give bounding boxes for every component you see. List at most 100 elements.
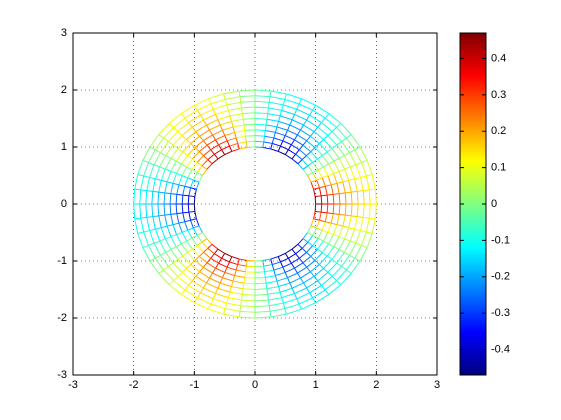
mesh-edge — [207, 243, 213, 249]
mesh-edge — [295, 247, 303, 255]
y-tick-label: -1 — [57, 255, 67, 267]
mesh-edge — [228, 297, 242, 301]
mesh-edge — [314, 260, 320, 265]
mesh-edge — [254, 100, 270, 103]
mesh-edge — [190, 218, 197, 221]
mesh-edge — [326, 151, 335, 162]
mesh-edge — [284, 149, 289, 155]
mesh-edge — [149, 146, 156, 151]
mesh-edge — [262, 141, 265, 148]
mesh-edge — [274, 126, 278, 133]
mesh-edge — [346, 257, 356, 271]
mesh-edge — [193, 105, 198, 111]
mesh-edge — [142, 247, 151, 262]
mesh-edge — [238, 90, 241, 97]
mesh-edge — [366, 231, 373, 234]
mesh-edge — [168, 262, 174, 267]
mesh-edge — [232, 126, 236, 133]
mesh-edge — [289, 124, 301, 131]
mesh-edge — [307, 161, 314, 167]
mesh-edge — [241, 107, 243, 114]
mesh-edge — [192, 158, 198, 163]
mesh-edge — [153, 243, 161, 256]
mesh-edge — [181, 155, 189, 165]
mesh-edge — [346, 137, 356, 151]
mesh-edge — [336, 262, 342, 267]
mesh-edge — [239, 95, 256, 98]
mesh-edge — [264, 269, 274, 273]
mesh-edge — [309, 284, 322, 294]
mesh-edge — [291, 248, 297, 255]
mesh-edge — [188, 187, 192, 196]
mesh-edge — [218, 262, 228, 268]
mesh-edge — [159, 166, 166, 170]
mesh-edge — [266, 288, 269, 295]
mesh-edge — [341, 255, 350, 267]
mesh-edge — [206, 277, 210, 284]
mesh-edge — [201, 159, 209, 167]
mesh-edge — [239, 89, 256, 92]
mesh-edge — [328, 160, 335, 165]
mesh-edge — [164, 181, 168, 193]
mesh-edge — [310, 225, 317, 229]
mesh-edge — [264, 130, 266, 137]
mesh-edge — [186, 166, 193, 171]
mesh-edge — [203, 119, 207, 126]
mesh-edge — [325, 221, 332, 224]
mesh-edge — [309, 114, 322, 124]
mesh-edge — [307, 175, 312, 183]
mesh-edge — [193, 196, 196, 205]
mesh-edge — [302, 238, 309, 243]
mesh-edge — [206, 238, 213, 245]
mesh-edge — [268, 305, 271, 312]
mesh-edge — [254, 310, 271, 313]
mesh-edge — [217, 115, 231, 121]
mesh-edge — [175, 246, 184, 257]
mesh-edge — [188, 284, 201, 294]
mesh-edge — [254, 293, 268, 296]
mesh-edge — [271, 264, 275, 271]
mesh-edge — [242, 293, 256, 296]
mesh-edge — [184, 219, 191, 223]
mesh-edge — [187, 229, 193, 239]
mesh-edge — [170, 249, 179, 260]
mesh-edge — [237, 264, 247, 267]
mesh-edge — [175, 160, 182, 165]
mesh-edge — [229, 115, 232, 122]
mesh-edge — [172, 222, 179, 226]
mesh-edge — [181, 203, 184, 213]
mesh-edge — [331, 266, 342, 277]
mesh-edge — [331, 182, 338, 186]
mesh-edge — [243, 123, 256, 126]
mesh-edge — [350, 134, 361, 148]
mesh-edge — [133, 189, 136, 205]
mesh-edge — [176, 213, 180, 224]
mesh-edge — [297, 159, 303, 165]
mesh-edge — [154, 257, 164, 271]
mesh-edge — [182, 194, 189, 197]
mesh-edge — [277, 256, 281, 263]
mesh-edge — [281, 293, 295, 299]
mesh-edge — [314, 143, 320, 148]
mesh-edge — [232, 280, 245, 284]
mesh-edge — [359, 217, 364, 231]
mesh-edge — [284, 98, 300, 105]
mesh-edge — [186, 240, 193, 250]
mesh-edge — [245, 271, 256, 273]
mesh-edge — [170, 148, 179, 159]
mesh-edge — [241, 113, 244, 120]
colorbar-tick-label: -0.1 — [491, 234, 510, 246]
mesh-edge — [196, 245, 204, 253]
mesh-edge — [186, 158, 193, 168]
mesh-edge — [226, 261, 230, 268]
mesh-edge — [331, 127, 337, 132]
mesh-edge — [333, 234, 340, 238]
mesh-edge — [361, 162, 367, 177]
mesh-edge — [194, 256, 200, 261]
mesh-edge — [313, 189, 316, 197]
colorbar-tick-label: 0.2 — [491, 125, 506, 137]
mesh-edge — [226, 104, 229, 111]
mesh-edge — [327, 272, 333, 277]
mesh-edge — [224, 131, 235, 137]
mesh-edge — [306, 245, 314, 253]
